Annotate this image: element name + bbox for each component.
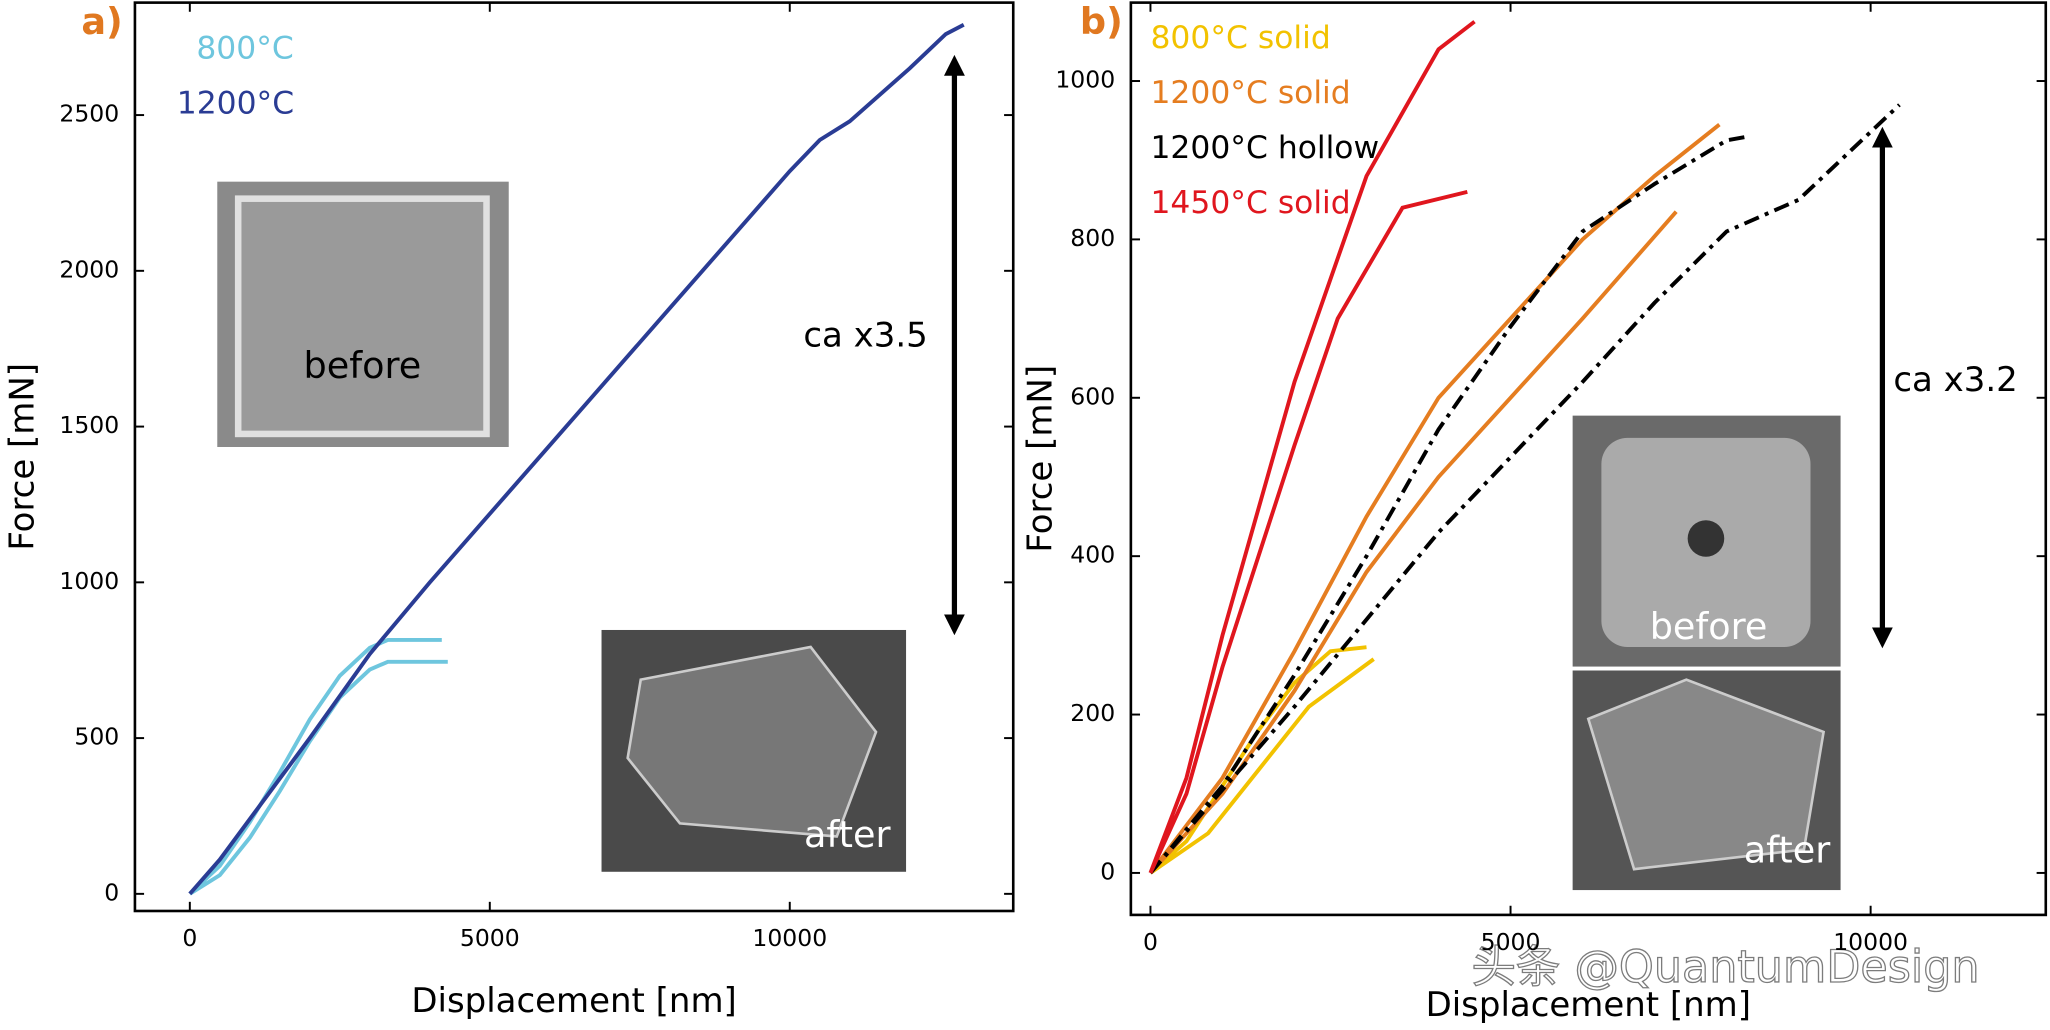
panel-label: b) [1080, 0, 1123, 43]
x-tick-label: 5000 [1481, 928, 1541, 956]
y-tick-label: 1500 [59, 411, 119, 439]
y-tick-label: 0 [1100, 857, 1115, 885]
x-tick-label: 10000 [752, 924, 827, 952]
x-axis-label: Displacement [nm] [411, 981, 736, 1021]
plot-frame [1129, 1, 2048, 917]
plot-frame [133, 1, 1015, 913]
legend-entry: 1200°C [177, 86, 294, 122]
x-tick-label: 0 [182, 924, 197, 952]
inset-sample [234, 195, 490, 438]
legend-entry: 1450°C solid [1150, 185, 1350, 221]
inset-fragment [1586, 678, 1826, 871]
annotation: after [804, 813, 891, 856]
series-line [1148, 103, 1901, 875]
annotation: ca x3.5 [803, 316, 927, 356]
legend-entry: 800°C [196, 31, 293, 67]
watermark: 头条 @QuantumDesign [1472, 942, 1980, 993]
y-tick-label: 2000 [59, 255, 119, 283]
y-tick-label: 200 [1070, 699, 1115, 727]
annotation: after [1744, 829, 1831, 872]
series-line [1149, 645, 1375, 875]
legend-entry: 800°C solid [1150, 20, 1330, 56]
x-tick-label: 0 [1143, 928, 1158, 956]
x-tick-label: 5000 [460, 924, 520, 952]
annotation: before [1650, 605, 1768, 648]
y-tick-label: 0 [104, 878, 119, 906]
y-axis-label: Force [mN] [2, 363, 42, 551]
x-axis-label: Displacement [nm] [1426, 985, 1751, 1025]
annotation: before [303, 344, 421, 387]
y-tick-label: 1000 [1055, 66, 1115, 94]
y-tick-label: 800 [1070, 224, 1115, 252]
series-line [1148, 20, 1476, 874]
y-tick-label: 400 [1070, 541, 1115, 569]
series-line [188, 22, 965, 896]
series-line [1148, 123, 1721, 875]
inset-hole [1687, 520, 1725, 557]
y-tick-label: 2500 [59, 100, 119, 128]
y-tick-label: 1000 [59, 567, 119, 595]
y-tick-label: 500 [74, 723, 119, 751]
series-line [188, 638, 448, 896]
legend-entry: 1200°C solid [1150, 75, 1350, 111]
panel-label: a) [81, 0, 122, 43]
legend-entry: 1200°C hollow [1150, 130, 1379, 166]
x-tick-label: 10000 [1833, 928, 1908, 956]
y-tick-label: 600 [1070, 382, 1115, 410]
inset-fragment [626, 645, 878, 838]
y-axis-label: Force [mN] [1020, 365, 1060, 553]
annotation: ca x3.2 [1893, 360, 2017, 400]
